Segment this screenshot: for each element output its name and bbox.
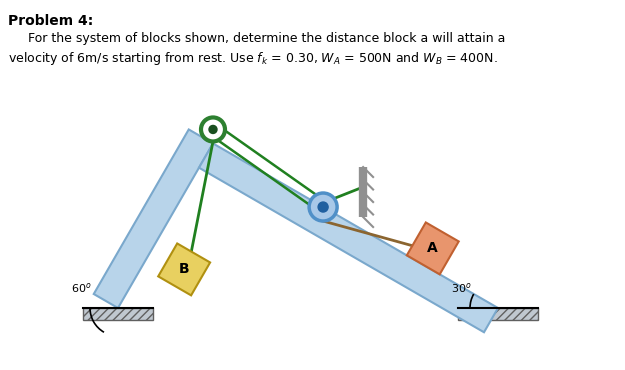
Text: 30$^o$: 30$^o$ bbox=[451, 282, 472, 295]
Circle shape bbox=[201, 117, 225, 141]
Text: B: B bbox=[179, 262, 189, 276]
Circle shape bbox=[209, 125, 217, 134]
Text: velocity of 6m/s starting from rest. Use $f_k$ = 0.30, $W_A$ = 500N and $W_B$ = : velocity of 6m/s starting from rest. Use… bbox=[8, 50, 498, 67]
Polygon shape bbox=[458, 308, 538, 320]
Polygon shape bbox=[94, 130, 213, 308]
Text: 60$^o$: 60$^o$ bbox=[71, 282, 92, 295]
Text: For the system of blocks shown, determine the distance block a will attain a: For the system of blocks shown, determin… bbox=[8, 32, 506, 45]
Circle shape bbox=[318, 202, 328, 212]
Circle shape bbox=[309, 193, 337, 221]
Polygon shape bbox=[158, 243, 210, 295]
Polygon shape bbox=[407, 222, 459, 274]
Text: Problem 4:: Problem 4: bbox=[8, 14, 93, 28]
Polygon shape bbox=[199, 144, 498, 332]
Text: A: A bbox=[428, 241, 438, 255]
Polygon shape bbox=[83, 308, 153, 320]
